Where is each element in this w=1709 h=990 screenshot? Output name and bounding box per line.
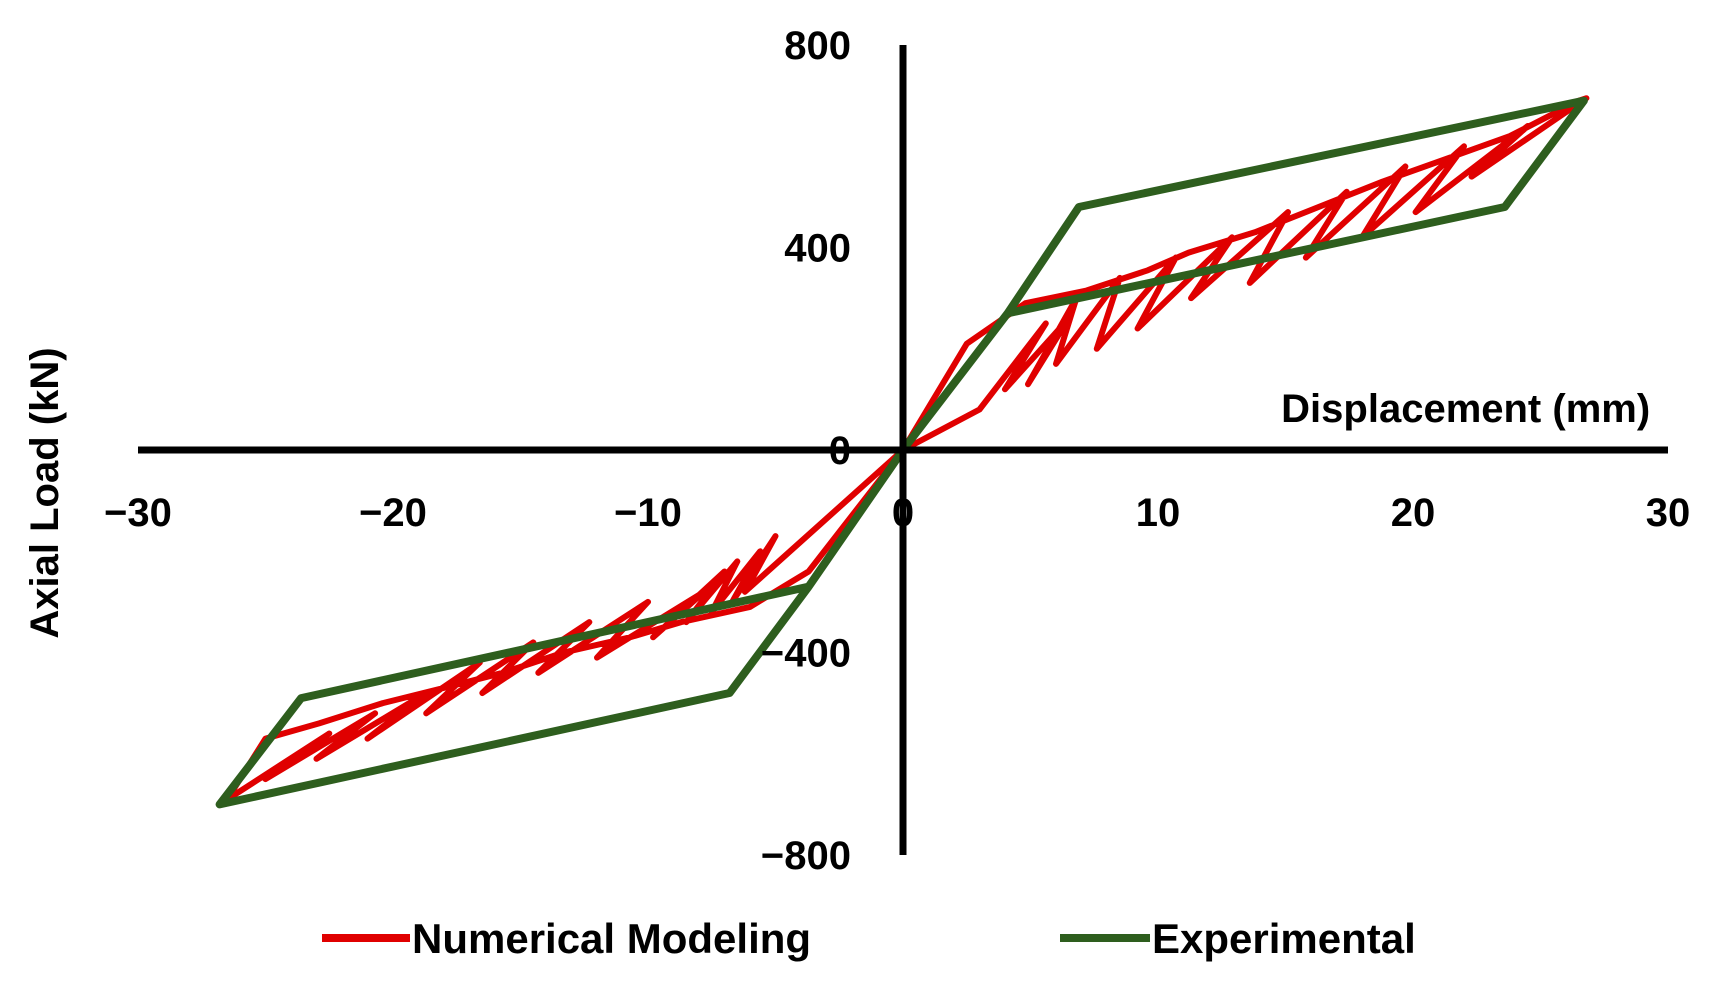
x-tick-label: −10 (614, 491, 682, 535)
x-axis-title: Displacement (mm) (1281, 387, 1650, 431)
y-tick-label: −800 (761, 834, 851, 878)
y-axis-title: Axial Load (kN) (23, 347, 67, 638)
x-tick-label: −20 (359, 491, 427, 535)
y-tick-labels: 800 400 0 −400 −800 (761, 24, 851, 878)
x-tick-label: −30 (104, 491, 172, 535)
x-tick-label: 20 (1391, 491, 1436, 535)
legend-label-experimental: Experimental (1152, 915, 1416, 962)
y-tick-label: −400 (761, 632, 851, 676)
legend-label-numerical: Numerical Modeling (412, 915, 811, 962)
x-tick-label: 10 (1136, 491, 1181, 535)
x-tick-label: 30 (1646, 491, 1691, 535)
y-tick-label: 400 (784, 227, 851, 271)
legend: Numerical Modeling Experimental (322, 915, 1416, 962)
y-tick-label: 0 (829, 429, 851, 473)
x-tick-label: 0 (892, 491, 914, 535)
series-line-numerical (216, 95, 1590, 808)
x-tick-labels: −30 −20 −10 0 10 20 30 (104, 491, 1690, 535)
y-tick-label: 800 (784, 24, 851, 68)
